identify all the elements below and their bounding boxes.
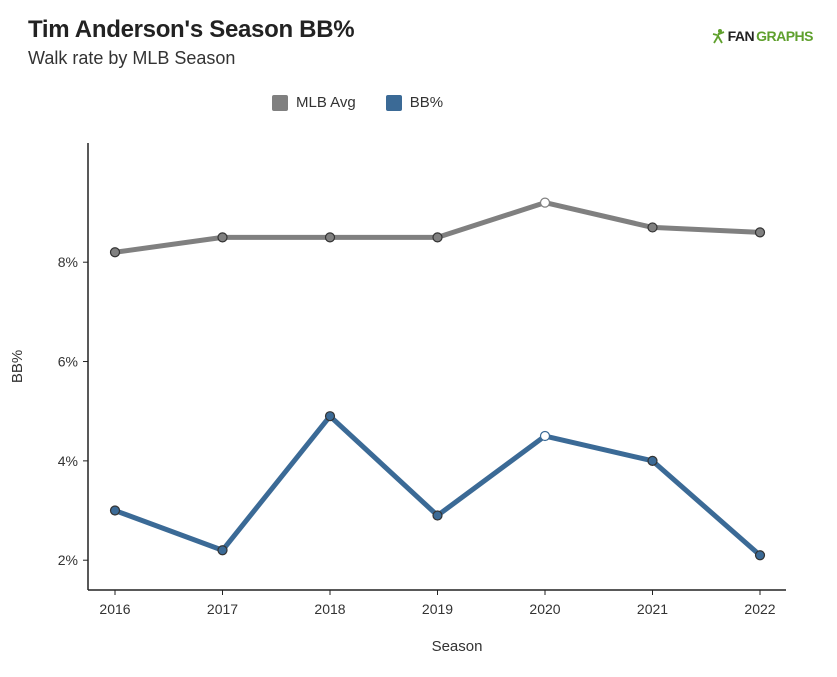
logo-fan-text: FAN xyxy=(727,28,755,44)
x-tick-label: 2022 xyxy=(744,601,775,617)
player-silhouette-icon xyxy=(712,29,724,44)
y-axis-title: BB% xyxy=(9,350,26,383)
data-point-bb xyxy=(324,411,336,422)
y-tick-label: 6% xyxy=(58,354,78,370)
series-line-mlb-avg xyxy=(112,200,763,255)
x-tick-label: 2018 xyxy=(314,601,345,617)
data-point-mlb-avg xyxy=(109,247,121,258)
x-axis-title: Season xyxy=(432,638,483,655)
y-tick-label: 8% xyxy=(58,254,78,270)
chart-title: Tim Anderson's Season BB% xyxy=(28,16,355,43)
legend-label-mlb-avg: MLB Avg xyxy=(296,94,356,111)
x-tick-label: 2020 xyxy=(529,601,560,617)
legend-swatch-bb xyxy=(385,94,402,111)
data-point-mlb-avg xyxy=(754,227,766,238)
data-point-mlb-avg xyxy=(324,232,336,243)
x-tick-label: 2016 xyxy=(99,601,130,617)
legend-item-mlb-avg[interactable]: MLB Avg xyxy=(272,94,356,111)
series-line-bb xyxy=(112,413,763,558)
y-tick-label: 4% xyxy=(58,453,78,469)
data-point-bb xyxy=(539,430,551,442)
legend-swatch-mlb-avg xyxy=(272,94,288,111)
data-point-mlb-avg xyxy=(217,232,228,243)
legend-label-bb: BB% xyxy=(409,94,444,111)
data-point-mlb-avg xyxy=(539,197,551,208)
data-point-bb xyxy=(109,505,121,516)
data-point-bb xyxy=(754,550,766,561)
data-point-bb xyxy=(217,545,228,556)
data-point-mlb-avg xyxy=(432,232,443,243)
x-tick-label: 2017 xyxy=(207,601,238,617)
x-tick-label: 2021 xyxy=(637,601,668,617)
data-point-mlb-avg xyxy=(647,222,658,233)
x-tick-label: 2019 xyxy=(422,601,453,617)
y-tick-label: 2% xyxy=(58,552,78,568)
data-point-bb xyxy=(432,510,443,521)
fangraphs-logo[interactable]: FAN GRAPHS xyxy=(712,28,813,44)
logo-graphs-text: GRAPHS xyxy=(756,28,813,44)
legend-item-bb[interactable]: BB% xyxy=(385,94,444,111)
chart-subtitle: Walk rate by MLB Season xyxy=(28,48,236,68)
data-point-bb xyxy=(647,455,658,466)
legend: MLB Avg BB% xyxy=(272,94,443,111)
